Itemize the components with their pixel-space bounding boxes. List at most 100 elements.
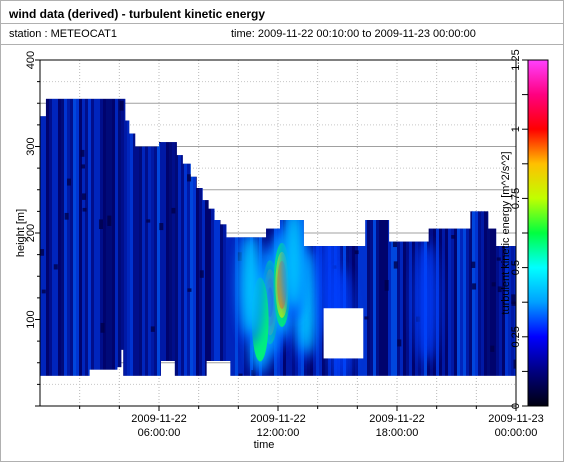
tke-streak: [460, 98, 463, 376]
x-tick-label-time: 06:00:00: [138, 427, 181, 439]
tke-cell: [41, 289, 46, 294]
tke-cell: [171, 207, 176, 214]
colorbar-tick-label: 1: [510, 126, 522, 132]
tke-streak: [55, 98, 58, 376]
tke-streak: [478, 98, 481, 376]
colorbar-label: turbulent kinetic energy [m^2/s^2]: [500, 151, 512, 314]
tke-streak: [187, 98, 190, 376]
tke-cell: [397, 339, 402, 347]
tke-streak: [91, 98, 94, 376]
tke-streak: [211, 98, 214, 376]
tke-streak: [88, 98, 91, 376]
tke-streak: [94, 98, 97, 376]
tke-streak: [169, 98, 172, 376]
tke-streak: [490, 98, 493, 376]
tke-streak: [448, 98, 451, 376]
tke-streak: [454, 98, 457, 376]
tke-streak: [154, 98, 157, 376]
tke-cell: [364, 316, 369, 320]
colorbar-tick-label: 1.25: [510, 49, 522, 70]
window-title: wind data (derived) - turbulent kinetic …: [9, 7, 266, 21]
tke-cell: [393, 261, 398, 269]
tke-streak: [439, 98, 442, 376]
tke-streak: [61, 98, 64, 376]
tke-cell: [119, 100, 124, 111]
tke-streak: [127, 98, 130, 376]
time-range-label: time: 2009-11-22 00:10:00 to 2009-11-23 …: [231, 28, 476, 40]
tke-cell: [80, 149, 85, 157]
tke-cell: [150, 326, 155, 332]
tke-streak: [64, 98, 67, 376]
tke-streak: [136, 98, 139, 376]
tke-cell: [187, 174, 192, 182]
tke-streak: [46, 98, 49, 376]
tke-streak: [217, 98, 220, 376]
tke-streak: [493, 98, 496, 376]
tke-streak: [235, 98, 238, 376]
tke-streak: [97, 98, 100, 376]
station-label: station : METEOCAT1: [9, 28, 117, 40]
tke-cell: [64, 212, 69, 220]
tke-streak: [241, 98, 244, 376]
x-tick-label-date: 2009-11-23: [488, 413, 543, 425]
tke-streak: [142, 98, 145, 376]
y-axis-label: height [m]: [15, 209, 27, 257]
info-row: station : METEOCAT1 time: 2009-11-22 00:…: [1, 23, 563, 45]
x-tick-label-date: 2009-11-22: [131, 413, 186, 425]
missing-data-gap: [323, 308, 364, 359]
tke-streak: [457, 98, 460, 376]
tke-streak: [487, 98, 490, 376]
tke-streak: [139, 98, 142, 376]
tke-streak: [481, 98, 484, 376]
tke-streak: [109, 98, 112, 376]
x-axis: 2009-11-22 06:00:00 2009-11-22 12:00:00 2009…: [79, 406, 544, 439]
tke-streak: [466, 98, 469, 376]
tke-streak: [223, 98, 226, 376]
tke-cell: [497, 286, 502, 293]
tke-streak: [259, 98, 262, 376]
y-axis: 100 200 300 400: [25, 51, 40, 407]
colorbar-tick-label: 0: [510, 403, 522, 409]
tke-streak: [166, 98, 169, 376]
tke-streak: [184, 98, 187, 376]
tke-streak: [382, 98, 385, 376]
tke-streak: [67, 98, 70, 376]
tke-cell: [82, 207, 87, 212]
tke-streak: [442, 98, 445, 376]
tke-streak: [124, 98, 127, 376]
tke-streak: [196, 98, 199, 376]
colorbar-tick-label: 0.5: [510, 260, 522, 275]
tke-cell: [199, 270, 204, 278]
tke-cell: [511, 294, 516, 304]
tke-streak: [193, 98, 196, 376]
tke-streak: [472, 98, 475, 376]
tke-streak: [112, 98, 115, 376]
tke-streak: [475, 98, 478, 376]
tke-streak: [43, 98, 46, 376]
tke-streak: [202, 98, 205, 376]
tke-streak: [157, 98, 160, 376]
tke-streak: [76, 98, 79, 376]
y-tick-label: 400: [25, 51, 37, 69]
tke-streak: [175, 98, 178, 376]
tke-streak: [376, 98, 379, 376]
tke-streak: [205, 98, 208, 376]
tke-streak: [214, 98, 217, 376]
tke-cell: [491, 282, 496, 287]
tke-streak: [172, 98, 175, 376]
x-tick-label-time: 00:00:00: [495, 427, 538, 439]
tke-streak: [469, 98, 472, 376]
tke-hotspot: [414, 242, 439, 363]
tke-cell: [67, 178, 72, 186]
x-tick-label-date: 2009-11-22: [369, 413, 424, 425]
tke-streak: [208, 98, 211, 376]
tke-streak: [100, 98, 103, 376]
colorbar-tick-label: 0.25: [510, 326, 522, 347]
y-tick-label: 200: [25, 224, 37, 242]
tke-streak: [433, 98, 436, 376]
x-axis-label: time: [254, 439, 275, 451]
tke-cell: [80, 164, 85, 169]
tke-streak: [160, 98, 163, 376]
tke-streak: [118, 98, 121, 376]
tke-streak: [52, 98, 55, 376]
